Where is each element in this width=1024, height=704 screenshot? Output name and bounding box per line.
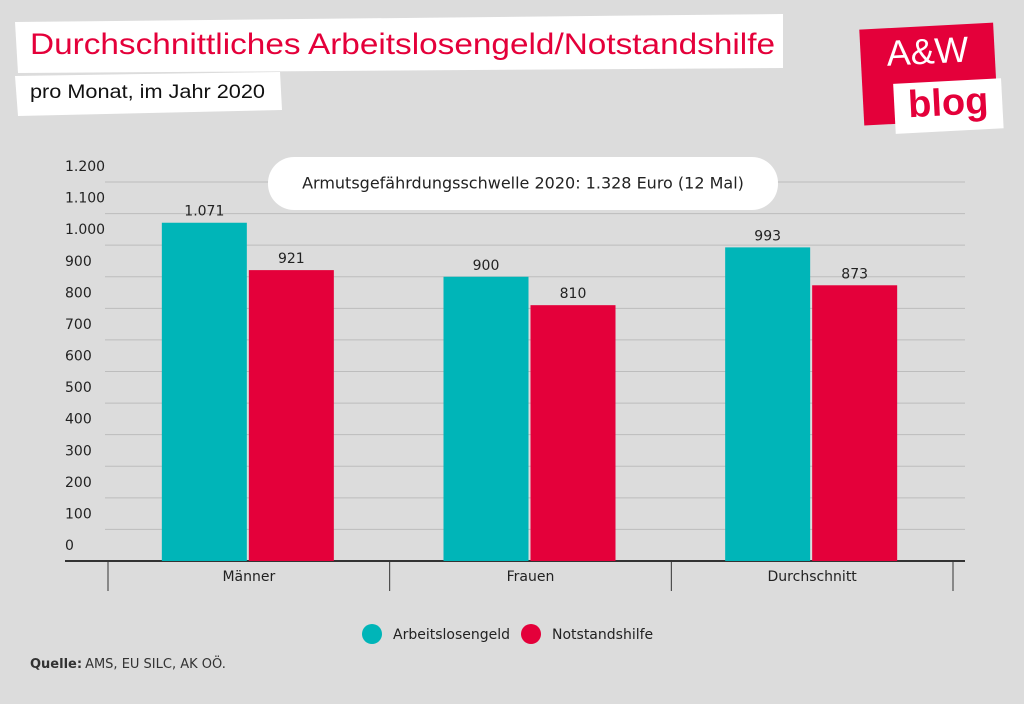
x-tick-label: Frauen bbox=[507, 569, 555, 585]
y-tick-label: 1.000 bbox=[65, 222, 105, 238]
value-label: 921 bbox=[278, 251, 305, 267]
x-tick-label: Durchschnitt bbox=[768, 569, 858, 585]
y-tick-label: 700 bbox=[65, 317, 92, 333]
y-tick-label: 800 bbox=[65, 285, 92, 301]
y-tick-label: 900 bbox=[65, 254, 92, 270]
value-label: 1.071 bbox=[184, 204, 224, 220]
y-tick-label: 100 bbox=[65, 506, 92, 522]
legend-swatch bbox=[362, 624, 382, 644]
y-tick-label: 200 bbox=[65, 475, 92, 491]
bar bbox=[248, 270, 334, 561]
logo: A&W blog bbox=[859, 22, 1004, 134]
legend-label: Arbeitslosengeld bbox=[393, 627, 510, 643]
annotation-box bbox=[268, 157, 778, 210]
bar bbox=[443, 276, 529, 561]
legend-label: Notstandshilfe bbox=[552, 627, 653, 643]
bar bbox=[725, 247, 811, 561]
y-tick-label: 300 bbox=[65, 443, 92, 459]
y-tick-label: 1.100 bbox=[65, 191, 105, 207]
chart-subtitle: pro Monat, im Jahr 2020 bbox=[30, 82, 265, 103]
chart-title: Durchschnittliches Arbeitslosengeld/Nots… bbox=[30, 28, 775, 61]
logo-bottom: blog bbox=[907, 80, 989, 126]
bar bbox=[530, 305, 616, 561]
title-box bbox=[15, 14, 783, 73]
value-label: 993 bbox=[754, 228, 781, 244]
y-tick-label: 0 bbox=[65, 538, 74, 554]
value-label: 873 bbox=[841, 266, 868, 282]
annotation: Armutsgefährdungsschwelle 2020: 1.328 Eu… bbox=[302, 174, 744, 193]
value-label: 810 bbox=[560, 286, 587, 302]
marks: 1.071 921 900 810 993 873 Arbeitslosengeld Nots… bbox=[161, 204, 898, 644]
logo-top: A&W bbox=[885, 28, 969, 73]
legend-swatch bbox=[521, 624, 541, 644]
bar bbox=[812, 285, 898, 561]
bar bbox=[161, 222, 247, 561]
logo-inner-box bbox=[893, 78, 1004, 134]
value-label: 900 bbox=[473, 258, 500, 274]
source: Quelle: AMS, EU SILC, AK OÖ. bbox=[30, 655, 226, 672]
source-label: Quelle: bbox=[30, 657, 82, 672]
y-tick-label: 1.200 bbox=[65, 159, 105, 175]
subtitle-box bbox=[15, 72, 282, 116]
source-text: AMS, EU SILC, AK OÖ. bbox=[85, 655, 226, 672]
y-tick-label: 600 bbox=[65, 349, 92, 365]
x-tick-label: Männer bbox=[222, 569, 275, 585]
y-tick-label: 400 bbox=[65, 412, 92, 428]
y-tick-label: 500 bbox=[65, 380, 92, 396]
